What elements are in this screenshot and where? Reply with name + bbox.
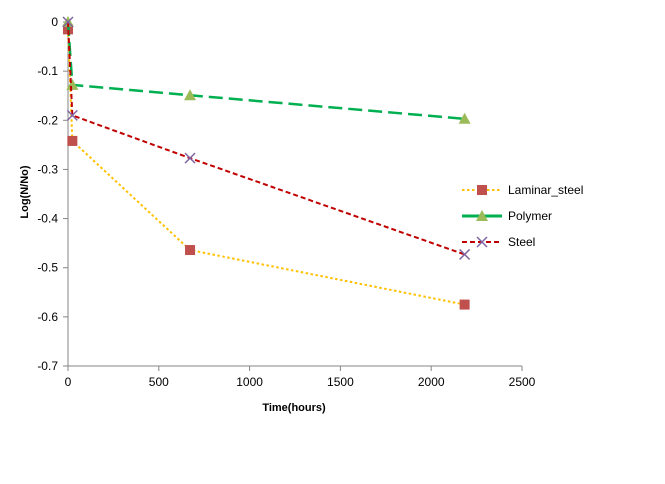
data-point bbox=[459, 299, 470, 310]
y-tick-label: -0.4 bbox=[37, 212, 58, 226]
data-point bbox=[66, 78, 79, 90]
series-laminar-steel bbox=[63, 24, 470, 310]
legend-item: Steel bbox=[462, 235, 535, 249]
y-tick-label: -0.2 bbox=[37, 113, 58, 127]
legend-item: Laminar_steel bbox=[462, 183, 583, 197]
y-tick-label: 0 bbox=[51, 15, 58, 29]
data-point bbox=[458, 112, 471, 124]
data-point bbox=[67, 135, 78, 146]
x-tick-label: 500 bbox=[149, 375, 169, 389]
legend-label: Polymer bbox=[508, 209, 552, 223]
axes bbox=[67, 22, 522, 367]
x-tick-label: 1500 bbox=[327, 375, 354, 389]
y-axis-ticks: 0 -0.1 -0.2 -0.3 -0.4 -0.5 -0.6 -0.7 bbox=[37, 15, 68, 373]
series-line bbox=[67, 29, 465, 306]
x-tick-label: 2000 bbox=[418, 375, 445, 389]
y-tick-label: -0.1 bbox=[37, 64, 58, 78]
y-tick-label: -0.7 bbox=[37, 359, 58, 373]
x-tick-label: 2500 bbox=[509, 375, 536, 389]
series-polymer bbox=[62, 16, 471, 124]
x-axis-ticks: 0 500 1000 1500 2000 2500 bbox=[65, 366, 536, 389]
series-line bbox=[66, 21, 465, 121]
series-layer bbox=[62, 16, 471, 310]
x-tick-label: 1000 bbox=[236, 375, 263, 389]
data-point bbox=[184, 89, 197, 101]
legend: Laminar_steel Polymer Steel bbox=[462, 183, 583, 249]
y-tick-label: -0.6 bbox=[37, 310, 58, 324]
y-tick-label: -0.3 bbox=[37, 162, 58, 176]
legend-item: Polymer bbox=[462, 209, 552, 223]
data-point bbox=[184, 152, 196, 164]
legend-label: Steel bbox=[508, 235, 535, 249]
series-steel bbox=[62, 16, 471, 260]
legend-marker bbox=[476, 236, 488, 248]
x-tick-label: 0 bbox=[65, 375, 72, 389]
data-point bbox=[459, 248, 471, 260]
y-axis-title: Log(N/No) bbox=[19, 165, 31, 218]
legend-marker bbox=[477, 185, 487, 195]
y-tick-label: -0.5 bbox=[37, 261, 58, 275]
data-point bbox=[185, 245, 196, 256]
data-point bbox=[62, 16, 74, 28]
data-point bbox=[66, 109, 78, 121]
x-axis-title: Time(hours) bbox=[262, 402, 326, 414]
legend-marker bbox=[476, 210, 488, 221]
series-line bbox=[67, 21, 465, 256]
legend-label: Laminar_steel bbox=[508, 183, 583, 197]
